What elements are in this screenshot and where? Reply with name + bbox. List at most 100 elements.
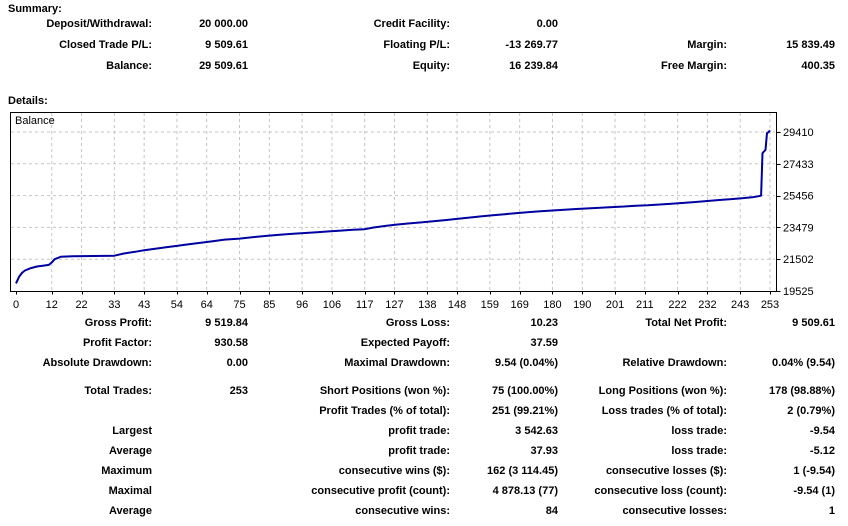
stat-label: Credit Facility: (373, 18, 450, 30)
stat-value: 84 (545, 505, 558, 517)
x-axis-label: 12 (46, 299, 58, 311)
stat-label: Short Positions (won %): (319, 385, 450, 397)
stat-label: Profit Trades (% of total): (319, 405, 450, 417)
stat-value: 0.04% (9.54) (772, 357, 835, 369)
stat-value: 9 509.61 (792, 317, 835, 329)
plot-border (10, 112, 777, 292)
stat-value (727, 333, 835, 353)
stat-label: consecutive wins: (355, 505, 450, 517)
stat-value: 16 239.84 (509, 60, 558, 72)
gridlines (11, 113, 775, 290)
summary-grid: Deposit/Withdrawal: 20 000.00 Credit Facil… (0, 14, 835, 77)
summary-heading: Summary: (8, 3, 62, 15)
x-axis-label: 243 (731, 299, 749, 311)
stat-value (152, 441, 248, 461)
stat-label (0, 401, 152, 421)
stat-value: 29 509.61 (199, 60, 248, 72)
stat-label: Maximum (101, 465, 152, 477)
stat-value: 0.00 (226, 357, 248, 369)
x-axis-label: 33 (108, 299, 120, 311)
balance-chart: 0 12 22 33 43 54 64 75 85 96 106 117 127 138 148 159 169… (10, 112, 814, 311)
stat-value (152, 501, 248, 521)
x-axis-label: 75 (233, 299, 245, 311)
stat-value: 20 000.00 (199, 18, 248, 30)
y-axis-label: 29410 (783, 127, 814, 139)
stat-label: Balance: (106, 60, 152, 72)
x-axis-label: 222 (668, 299, 686, 311)
stat-value: 1 (828, 505, 835, 517)
stat-label: Gross Profit: (84, 317, 152, 329)
details-heading: Details: (8, 95, 48, 107)
stat-value: 15 839.49 (786, 39, 835, 51)
x-axis-label: 138 (418, 299, 436, 311)
stat-label: Floating P/L: (383, 39, 450, 51)
y-axis-label: 25456 (783, 191, 814, 203)
stat-value: 178 (98.88%) (768, 385, 835, 397)
x-axis-label: 159 (481, 299, 499, 311)
stat-label: Relative Drawdown: (622, 357, 727, 369)
stat-value: 4 878.13 (77) (492, 485, 558, 497)
stat-value (152, 421, 248, 441)
stat-label: Total Net Profit: (645, 317, 727, 329)
x-axis-label: 0 (13, 299, 19, 311)
stat-label: Deposit/Withdrawal: (46, 18, 152, 30)
x-axis-label: 211 (636, 299, 654, 311)
stat-label: profit trade: (388, 425, 450, 437)
x-axis-label: 127 (385, 299, 403, 311)
stat-label: profit trade: (388, 445, 450, 457)
x-axis-label: 43 (138, 299, 150, 311)
x-axis-label: 64 (201, 299, 213, 311)
stat-value: 2 (0.79%) (787, 405, 835, 417)
stat-value: 3 542.63 (515, 425, 558, 437)
y-axis-label: 19525 (783, 286, 814, 298)
stat-label: Equity: (412, 60, 450, 72)
stat-value: -9.54 (809, 425, 835, 437)
stat-value: -9.54 (1) (793, 485, 835, 497)
x-axis-label: 22 (75, 299, 87, 311)
stat-label: Maximal Drawdown: (344, 357, 450, 369)
stat-label: Total Trades: (84, 385, 152, 397)
y-axis-label: 27433 (783, 159, 814, 171)
x-axis-label: 180 (543, 299, 561, 311)
stat-label: Free Margin: (660, 60, 727, 72)
x-axis-label: 54 (171, 299, 183, 311)
x-axis-label: 232 (698, 299, 716, 311)
stat-value: 75 (100.00%) (491, 385, 558, 397)
details-grid-top: Gross Profit: 9 519.84 Gross Loss: 10.23 Tot… (0, 313, 835, 373)
stat-label: consecutive loss (count): (594, 485, 727, 497)
stat-label: consecutive losses ($): (605, 465, 727, 477)
x-axis-label: 117 (356, 299, 374, 311)
stat-label: Absolute Drawdown: (42, 357, 152, 369)
stat-label: Margin: (687, 39, 727, 51)
stat-label: consecutive profit (count): (311, 485, 450, 497)
stat-label: Gross Loss: (385, 317, 450, 329)
stat-label: Profit Factor: (82, 337, 152, 349)
x-axis-label: 148 (448, 299, 466, 311)
stat-label: consecutive wins ($): (338, 465, 450, 477)
stat-value: 251 (99.21%) (491, 405, 558, 417)
stat-label: Long Positions (won %): (598, 385, 727, 397)
stat-value: 1 (-9.54) (793, 465, 835, 477)
stat-value: 930.58 (214, 337, 248, 349)
balance-line (15, 129, 771, 284)
x-axis-label: 201 (606, 299, 624, 311)
stat-label: consecutive losses: (622, 505, 727, 517)
stat-label: Loss trades (% of total): (601, 405, 727, 417)
stat-value: 253 (229, 385, 248, 397)
stat-value: 9 509.61 (205, 39, 248, 51)
y-axis-label: 21502 (783, 254, 814, 266)
stat-label: Average (108, 505, 152, 517)
stat-value: 37.93 (530, 445, 558, 457)
stat-label: loss trade: (671, 445, 727, 457)
stat-value: -5.12 (809, 445, 835, 457)
x-axis-label: 190 (573, 299, 591, 311)
stat-label (558, 14, 727, 35)
stat-value: 9 519.84 (205, 317, 248, 329)
stat-value: 400.35 (801, 60, 835, 72)
x-axis-label: 169 (510, 299, 528, 311)
stat-value (152, 461, 248, 481)
stat-label: Largest (112, 425, 152, 437)
stat-value: 10.23 (530, 317, 558, 329)
stat-label: loss trade: (671, 425, 727, 437)
